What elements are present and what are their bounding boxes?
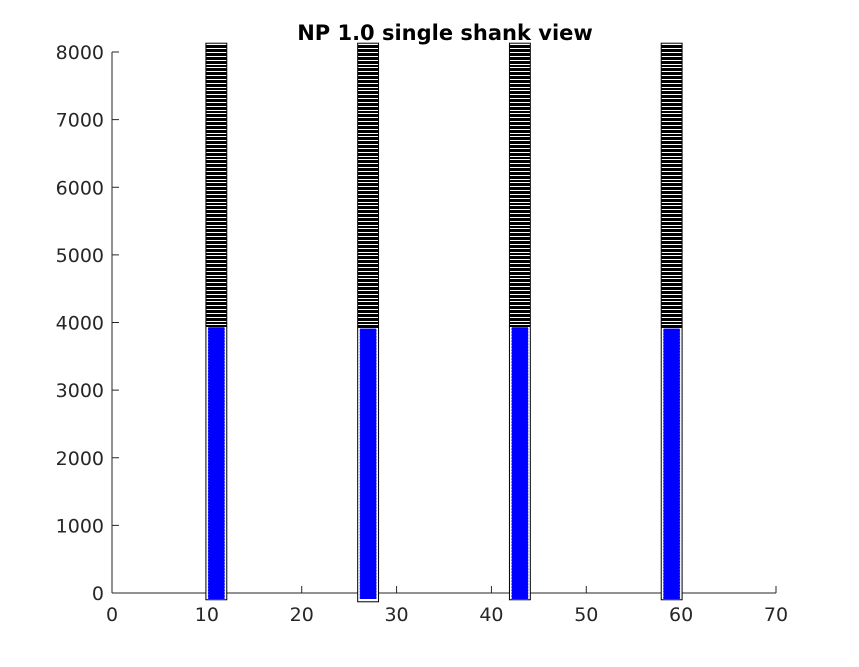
- y-tick-label: 7000: [56, 110, 104, 132]
- y-tick-label: 0: [92, 583, 104, 605]
- x-tick-label: 0: [106, 604, 118, 626]
- y-tick-label: 6000: [56, 177, 104, 199]
- selected-sites-bar: [511, 327, 529, 599]
- x-tick-label: 50: [574, 604, 598, 626]
- site-rows: [205, 45, 227, 327]
- chart-title: NP 1.0 single shank view: [297, 21, 593, 45]
- y-tick-label: 5000: [56, 245, 104, 267]
- shank-column: [205, 42, 228, 601]
- shanks: [205, 42, 683, 603]
- selected-sites-bar: [359, 328, 377, 599]
- site-rows: [509, 45, 531, 327]
- shank-column: [357, 42, 380, 603]
- y-tick-label: 8000: [56, 42, 104, 64]
- y-tick-label: 4000: [56, 313, 104, 335]
- site-rows: [661, 45, 683, 328]
- x-tick-label: 70: [764, 604, 788, 626]
- x-tick-label: 30: [384, 604, 408, 626]
- y-axis: 0 1000 2000 3000 4000 5000 6000 7000 8000: [56, 42, 119, 605]
- x-tick-label: 20: [290, 604, 314, 626]
- x-tick-label: 40: [479, 604, 503, 626]
- x-axis: 0 10 20 30 40 50 60 70: [106, 586, 788, 626]
- selected-sites-bar: [207, 327, 225, 599]
- shank-column: [508, 42, 531, 601]
- y-tick-label: 3000: [56, 380, 104, 402]
- y-tick-label: 1000: [56, 515, 104, 537]
- y-tick-label: 2000: [56, 448, 104, 470]
- shank-column: [660, 42, 683, 601]
- site-rows: [357, 45, 379, 328]
- x-tick-label: 10: [195, 604, 219, 626]
- x-tick-label: 60: [669, 604, 693, 626]
- selected-sites-bar: [663, 328, 681, 599]
